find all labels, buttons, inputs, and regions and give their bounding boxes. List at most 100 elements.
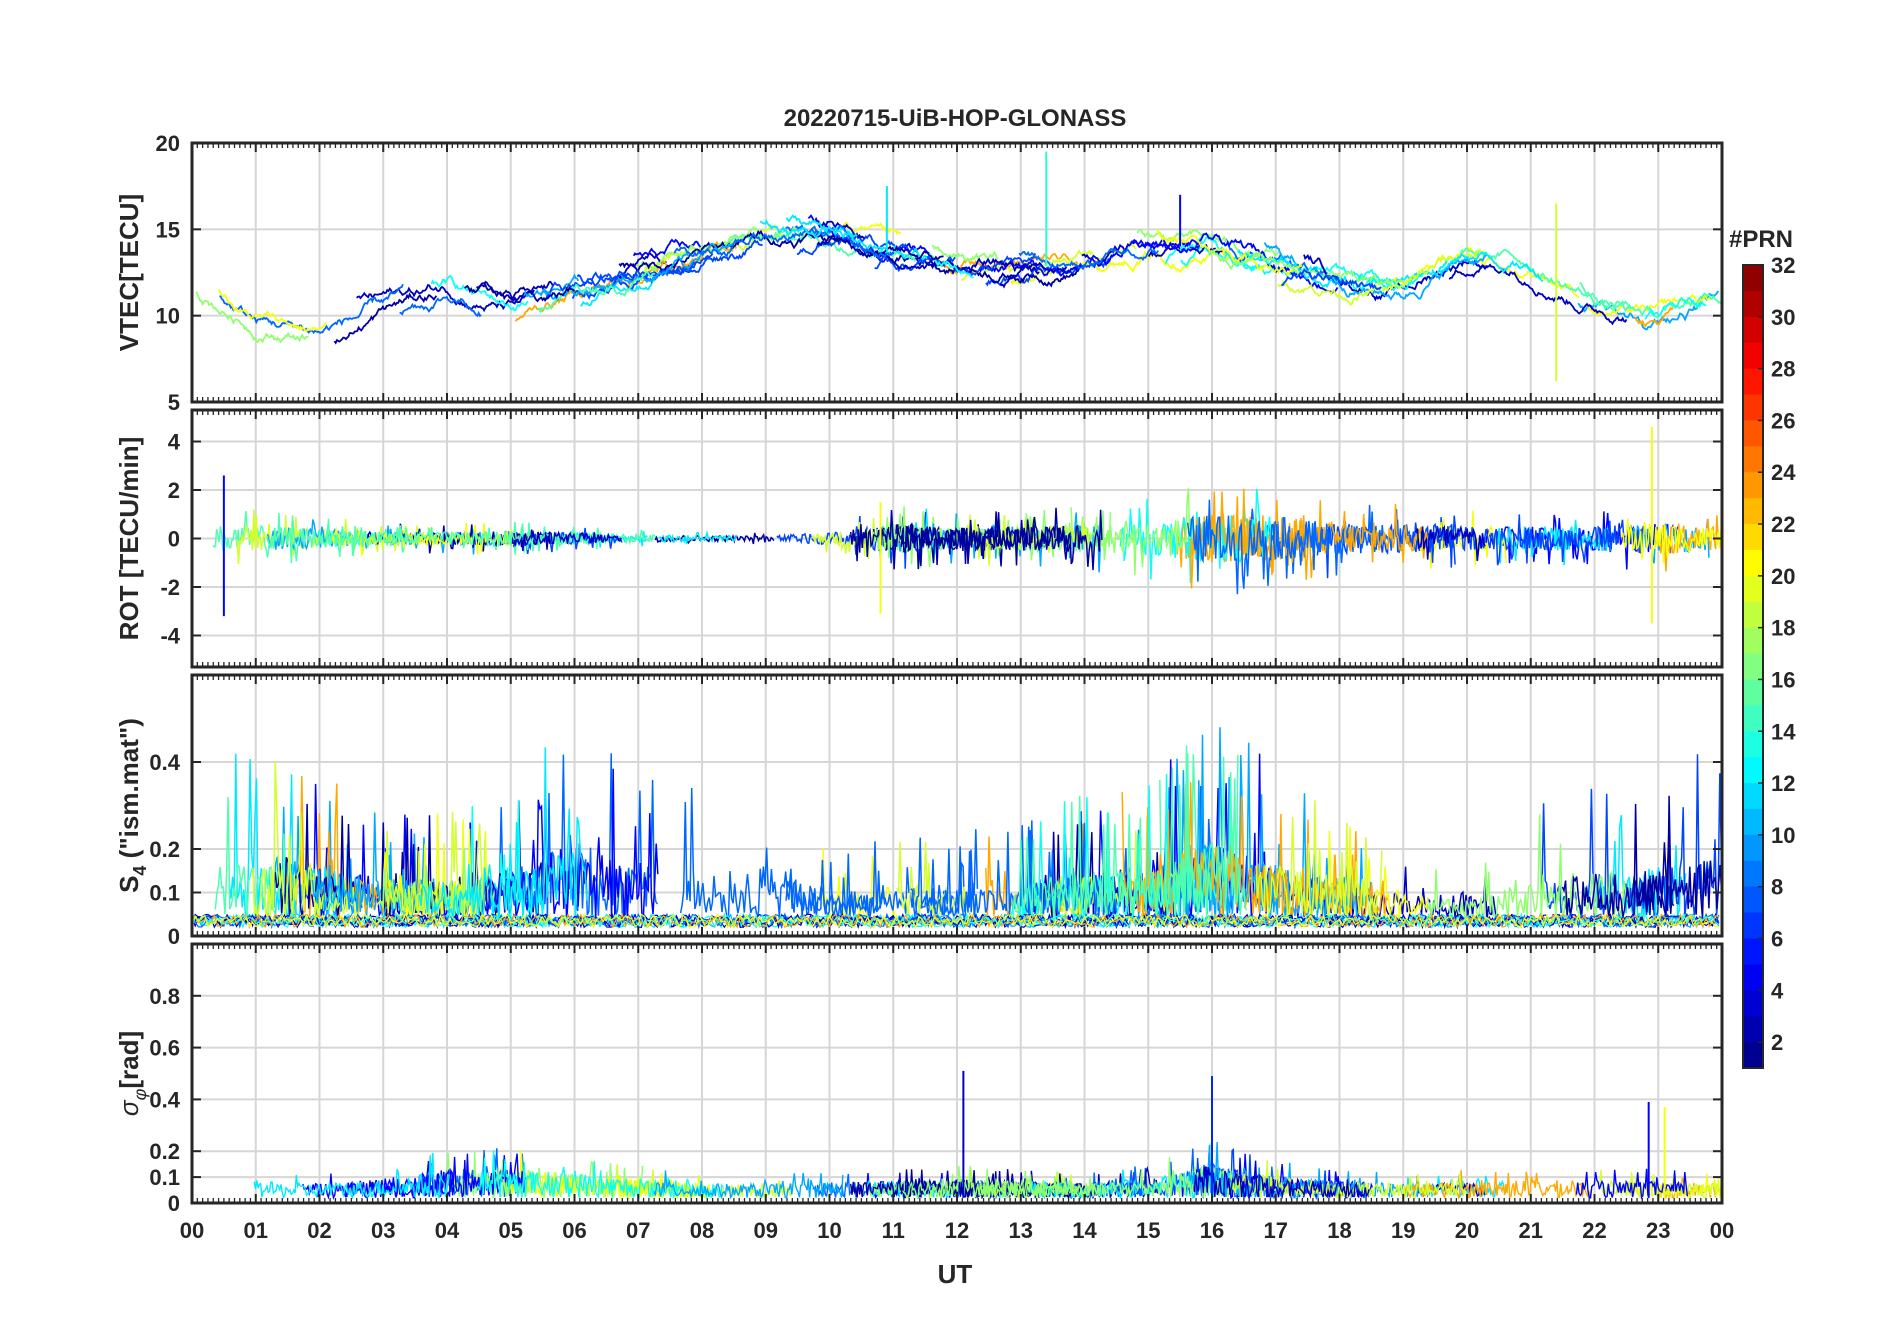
y-tick-label: 0 <box>168 1191 180 1216</box>
s4-trace <box>1255 800 1383 921</box>
colorbar-band <box>1743 524 1763 551</box>
y-tick-label: 0.2 <box>149 837 180 862</box>
y-tick-label: 2 <box>168 478 180 503</box>
y-axis-label: S4 ("ism.mat") <box>114 718 150 893</box>
x-tick-label: 01 <box>244 1218 268 1243</box>
x-tick-label: 04 <box>435 1218 460 1243</box>
s4-trace <box>1427 814 1629 921</box>
chart-title: 20220715-UiB-HOP-GLONASS <box>784 105 1127 132</box>
sigma-phi-trace <box>850 1169 1103 1200</box>
colorbar-band <box>1743 757 1763 784</box>
data-traces <box>195 151 1722 382</box>
y-tick-label: 0.4 <box>149 1087 180 1112</box>
x-tick-label: 07 <box>626 1218 650 1243</box>
x-tick-label: 08 <box>690 1218 714 1243</box>
y-tick-label: 0.8 <box>149 984 180 1009</box>
vtec-trace <box>539 273 580 298</box>
colorbar-band <box>1743 265 1763 292</box>
x-tick-label: 02 <box>307 1218 331 1243</box>
colorbar-band <box>1743 472 1763 499</box>
s4-trace <box>1633 803 1722 919</box>
vtec-trace <box>1281 268 1382 291</box>
x-tick-label: 13 <box>1009 1218 1033 1243</box>
y-tick-label: 0.4 <box>149 750 180 775</box>
colorbar-tick-label: 2 <box>1771 1030 1783 1055</box>
sigma-phi-trace <box>1403 1169 1592 1201</box>
sigma-phi-trace <box>1193 1160 1370 1199</box>
label-part: σ <box>114 1099 144 1116</box>
colorbar-title: #PRN <box>1729 226 1793 253</box>
vtec-trace <box>542 260 696 301</box>
label-subscript: 4 <box>130 866 150 876</box>
s4-trace <box>483 768 659 923</box>
x-tick-label: 11 <box>882 1218 905 1243</box>
colorbar-band <box>1743 834 1763 862</box>
data-traces <box>212 426 1722 624</box>
vtec-trace <box>1224 238 1343 284</box>
vtec-trace <box>999 261 1068 289</box>
y-tick-label: 0.1 <box>149 881 180 906</box>
x-tick-label: 19 <box>1391 1218 1415 1243</box>
x-tick-label: 22 <box>1582 1218 1606 1243</box>
x-tick-label: 09 <box>754 1218 778 1243</box>
s4-trace <box>1629 845 1687 921</box>
colorbar-frame <box>1742 264 1764 1069</box>
y-tick-label: -4 <box>160 623 180 648</box>
colorbar-band <box>1743 705 1763 732</box>
panel-sigma_phi: 00.10.2 0.4 0.6 0.8 σφ[rad] 00 01 02 03 04 05 06 07 0… <box>114 942 1734 1243</box>
s4-trace <box>1541 788 1602 919</box>
vtec-trace <box>218 289 327 332</box>
colorbar-band <box>1743 912 1763 940</box>
sigma-phi-trace <box>902 1165 1095 1200</box>
colorbar-band <box>1743 316 1763 344</box>
rot-trace <box>1070 488 1192 576</box>
y-tick-label: 4 <box>168 430 181 455</box>
colorbar-band <box>1743 290 1763 318</box>
y-tick-label: 0.2 <box>149 1139 180 1164</box>
vtec-trace <box>1437 251 1544 282</box>
rot-trace <box>330 523 512 557</box>
y-axis-label: σφ[rad] <box>114 1031 150 1116</box>
vtec-trace <box>1448 263 1628 326</box>
colorbar-band <box>1743 1042 1763 1069</box>
label-part: ("ism.mat") <box>114 718 144 865</box>
x-tick-label: 06 <box>562 1218 586 1243</box>
vtec-trace <box>537 270 655 314</box>
s4-trace <box>380 847 473 923</box>
colorbar-band <box>1743 549 1763 577</box>
x-tick-label: 05 <box>499 1218 523 1243</box>
x-tick-label: 17 <box>1264 1218 1288 1243</box>
vtec-trace <box>430 274 529 312</box>
colorbar-band <box>1743 964 1763 991</box>
colorbar-band <box>1743 446 1763 473</box>
sigma-phi-trace <box>253 1152 450 1200</box>
colorbar-tick-label: 18 <box>1771 616 1795 641</box>
x-tick-label: 20 <box>1455 1218 1479 1243</box>
x-tick-label: 12 <box>945 1218 969 1243</box>
colorbar-band <box>1743 731 1763 758</box>
rot-trace <box>1414 510 1507 569</box>
x-tick-label: 23 <box>1646 1218 1670 1243</box>
panel-s4: 00.10.20.4S4 ("ism.mat") <box>114 673 1724 949</box>
colorbar-band <box>1743 653 1763 681</box>
label-part: [rad] <box>114 1031 144 1089</box>
vtec-trace <box>356 280 554 313</box>
colorbar-tick-label: 26 <box>1771 408 1795 433</box>
x-tick-label: 14 <box>1072 1218 1097 1243</box>
rot-trace <box>1415 524 1486 561</box>
data-traces <box>192 727 1722 930</box>
x-tick-label: 15 <box>1136 1218 1160 1243</box>
rot-trace <box>659 530 737 545</box>
y-tick-label: 0.1 <box>149 1165 180 1190</box>
x-tick-label: 00 <box>1710 1218 1734 1243</box>
colorbar-band <box>1743 601 1763 629</box>
sigma-phi-trace <box>609 1177 705 1200</box>
y-tick-label: 0 <box>168 527 180 552</box>
panel-rot: -4 -2 0 2 4 ROT [TECU/min] <box>114 408 1724 669</box>
x-tick-label: 10 <box>817 1218 841 1243</box>
s4-baseline-trace <box>192 911 1720 930</box>
y-tick-label: 20 <box>156 131 180 156</box>
x-axis-label: UT <box>938 1259 973 1289</box>
